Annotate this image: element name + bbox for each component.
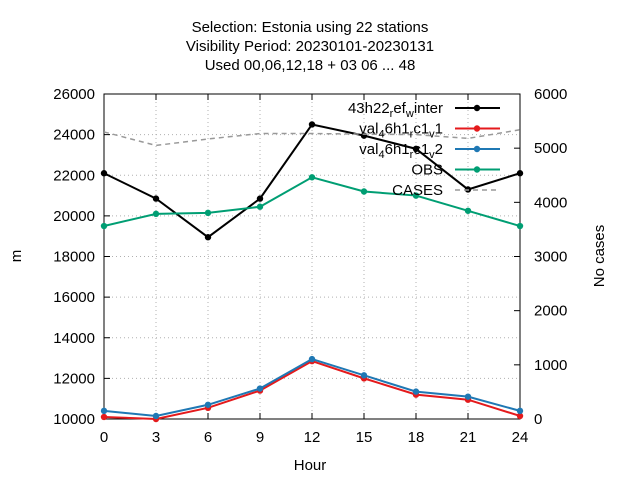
chart-title-line-3: Used 00,06,12,18 + 03 06 ... 48 [205,57,416,74]
y-tick-label: 16000 [53,289,95,306]
legend-label-1: val46h1rc1v1 [359,121,443,141]
x-tick-label: 3 [152,429,160,446]
series-3-point [308,174,316,181]
legend-marker-1 [473,125,481,132]
series-2-point [308,355,316,363]
series-3-point [412,192,420,199]
y-tick-label: 18000 [53,249,95,266]
y-tick-label: 14000 [53,330,95,347]
series-3-point [464,207,472,214]
series-2-point [464,393,472,400]
legend-label-3: OBS [411,162,443,179]
series-2-point [412,388,420,395]
x-tick-label: 6 [204,429,212,446]
legend-marker-2 [473,145,481,153]
legend-marker-0 [473,104,481,112]
y2-tick-label: 2000 [534,303,567,320]
y-tick-label: 20000 [53,208,95,225]
y2-tick-label: 5000 [534,140,567,157]
series-2-point [256,385,264,392]
series-2-point [204,401,212,408]
x-axis-label: Hour [294,457,327,474]
series-0-point [412,145,420,153]
series-2-point [516,407,524,415]
series-2-point [152,412,160,420]
grid-lines [104,94,520,419]
y2-tick-label: 1000 [534,357,567,374]
series-3-point [516,222,524,230]
y-tick-label: 26000 [53,86,95,103]
x-tick-label: 15 [356,429,373,446]
x-tick-label: 0 [100,429,108,446]
legend-label-4: CASES [392,182,443,199]
y-tick-label: 24000 [53,127,95,144]
x-tick-label: 9 [256,429,264,446]
series-layer [100,121,524,423]
y2-tick-label: 0 [534,411,542,428]
legend-marker-3 [473,166,481,173]
y2-axis-label: No cases [591,225,608,288]
legend-label-2: val46h1rc1v2 [359,141,443,161]
y-tick-label: 12000 [53,370,95,387]
x-tick-label: 24 [512,429,529,446]
series-0-point [308,121,316,128]
chart-title-line-2: Visibility Period: 20230101-20230131 [186,38,434,55]
x-tick-label: 12 [304,429,321,446]
series-line-2 [103,357,521,417]
series-3-point [360,188,368,195]
x-tick-label: 21 [460,429,477,446]
axis-ticks: 0 3 6 9 12 15 18 21 2410000120001400016000180002… [53,86,567,446]
legend-label-0: 43h22refwinter [348,100,443,120]
y2-tick-label: 6000 [534,86,567,103]
y-tick-label: 22000 [53,167,95,184]
y2-tick-label: 3000 [534,249,567,266]
y2-tick-label: 4000 [534,194,567,211]
chart-title-line-1: Selection: Estonia using 22 stations [192,19,429,36]
series-0-point [256,195,264,202]
y-tick-label: 10000 [53,411,95,428]
series-2-point [360,372,368,379]
y-axis-label: m [8,250,25,263]
series-0-point [204,234,212,241]
series-3-point [100,222,108,230]
series-0-point [100,170,108,177]
series-1-point [100,413,108,421]
series-3-point [204,209,212,217]
series-1-point [516,412,524,420]
series-line-0 [103,123,521,239]
series-0-point [516,170,524,177]
series-2-point [100,407,108,415]
series-0-point [152,195,160,202]
x-tick-label: 18 [408,429,425,446]
series-3-point [152,210,160,218]
series-3-point [256,203,264,210]
legend: 43h22refwinterval46h1rc1v1val46h1rc1v2OB… [348,100,500,199]
series-line-4 [103,129,521,147]
